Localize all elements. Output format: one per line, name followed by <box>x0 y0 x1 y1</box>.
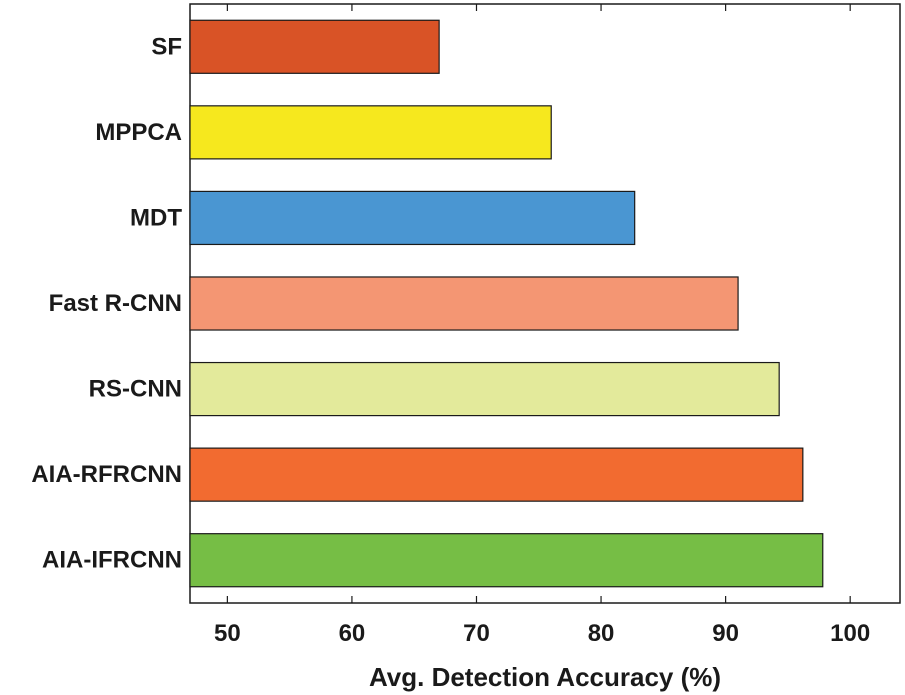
x-tick-label: 90 <box>712 620 739 647</box>
category-label: Fast R-CNN <box>49 290 182 317</box>
bar-aia-ifrcnn <box>189 533 824 588</box>
bar-rs-cnn <box>189 361 780 417</box>
x-tick-label: 70 <box>463 620 490 647</box>
bar-fast-r-cnn <box>189 276 739 331</box>
category-label: SF <box>151 33 182 60</box>
category-labels: SF MPPCA MDT Fast R-CNN RS-CNN AIA-RFRCNN AIA-… <box>31 33 182 573</box>
x-tick-label: 60 <box>339 620 366 647</box>
category-label: MPPCA <box>95 119 182 146</box>
x-tick-label: 80 <box>588 620 615 647</box>
bar-mdt <box>189 190 636 246</box>
x-axis-ticks: 50 60 70 80 90 100 <box>214 4 870 647</box>
category-label: RS-CNN <box>89 376 182 403</box>
bars-group <box>189 19 824 588</box>
x-axis-title: Avg. Detection Accuracy (%) <box>369 662 721 692</box>
bar-sf <box>189 19 440 74</box>
bar-mppca <box>189 105 552 160</box>
category-label: MDT <box>130 204 182 231</box>
category-label: AIA-RFRCNN <box>31 461 182 488</box>
bar-aia-rfrcnn <box>189 447 804 502</box>
x-tick-label: 50 <box>214 620 241 647</box>
category-label: AIA-IFRCNN <box>42 547 182 574</box>
x-tick-label: 100 <box>830 620 870 647</box>
